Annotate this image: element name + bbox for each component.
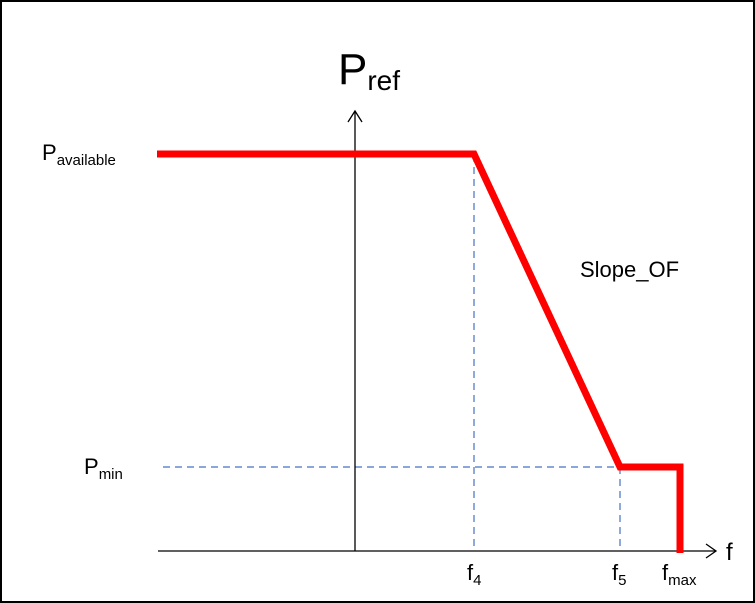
- y-axis-arrowhead: [347, 109, 363, 123]
- f5-label: f5: [612, 560, 626, 589]
- y-axis-label: Pref: [338, 45, 400, 96]
- fmax-label: fmax: [662, 560, 697, 589]
- slope-label: Slope_OF: [580, 257, 679, 282]
- f4-label: f4: [467, 560, 481, 589]
- x-axis-arrowhead: [705, 543, 718, 559]
- p-min-label: Pmin: [84, 454, 123, 483]
- guide-lines: [163, 155, 621, 551]
- p-available-label: Pavailable: [42, 140, 116, 169]
- axes: [158, 109, 718, 559]
- power-reference-curve: [157, 150, 684, 553]
- x-axis-label: f: [726, 539, 733, 566]
